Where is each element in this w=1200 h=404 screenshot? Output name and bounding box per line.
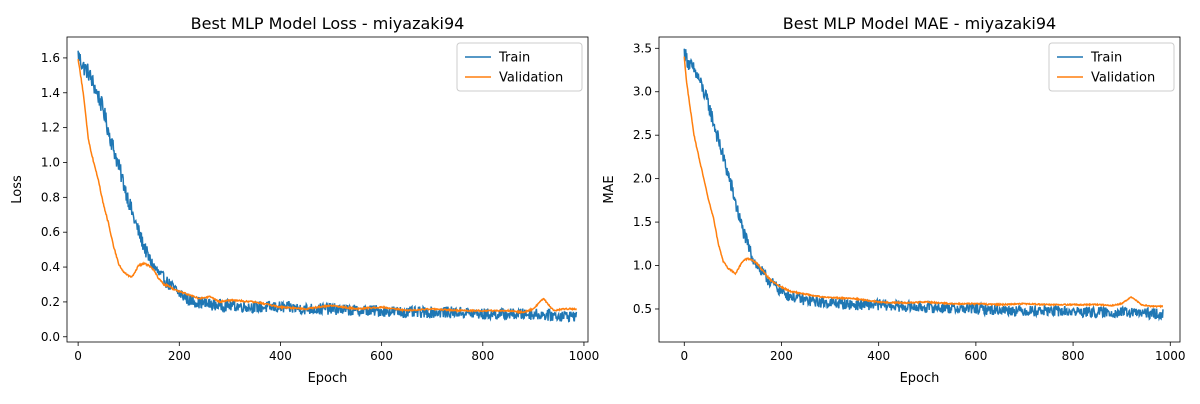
legend-label: Validation (499, 71, 563, 86)
x-tick-label: 600 (370, 349, 393, 363)
x-tick-label: 800 (471, 349, 494, 363)
legend-label: Train (498, 51, 530, 66)
legend: Train Validation (456, 42, 583, 92)
x-tick-label: 600 (964, 349, 987, 363)
y-tick-label: 0.4 (41, 260, 60, 274)
x-tick-label: 0 (74, 349, 82, 363)
plot-frame (66, 36, 589, 343)
x-axis-label: Epoch (900, 371, 940, 386)
x-tick-label: 200 (770, 349, 793, 363)
y-tick-label: 3.5 (633, 41, 652, 55)
x-axis-label: Epoch (308, 371, 348, 386)
y-tick-label: 0.2 (41, 295, 60, 309)
legend: Train Validation (1048, 42, 1175, 92)
loss-chart-panel: Best MLP Model Loss - miyazaki94 0 200 400 6… (10, 14, 599, 386)
y-tick-label: 0.5 (633, 302, 652, 316)
y-tick-label: 0.8 (41, 190, 60, 204)
legend-box (456, 42, 583, 92)
x-tick-label: 400 (867, 349, 890, 363)
chart-title: Best MLP Model Loss - miyazaki94 (191, 14, 465, 33)
legend-label: Validation (1091, 71, 1155, 86)
x-tick-label: 1000 (1155, 349, 1186, 363)
y-tick-label: 1.2 (41, 121, 60, 135)
chart-title: Best MLP Model MAE - miyazaki94 (783, 14, 1056, 33)
y-axis-label: Loss (10, 175, 25, 204)
y-tick-label: 2.0 (633, 172, 652, 186)
train-series-line (683, 48, 1164, 322)
y-tick-label: 1.5 (633, 215, 652, 229)
validation-series-line (683, 56, 1164, 309)
mae-chart-panel: Best MLP Model MAE - miyazaki94 0 200 400 60… (602, 14, 1186, 386)
y-axis-label: MAE (602, 175, 617, 203)
x-tick-label: 200 (168, 349, 191, 363)
y-tick-label: 3.0 (633, 85, 652, 99)
y-tick-label: 0.0 (41, 330, 60, 344)
y-tick-label: 1.0 (41, 155, 60, 169)
y-tick-label: 1.4 (41, 86, 60, 100)
x-tick-label: 0 (680, 349, 688, 363)
y-tick-label: 2.5 (633, 128, 652, 142)
y-tick-label: 0.6 (41, 225, 60, 239)
plot-frame (658, 36, 1181, 343)
y-tick-label: 1.0 (633, 259, 652, 273)
y-tick-label: 1.6 (41, 51, 60, 65)
x-tick-label: 800 (1062, 349, 1085, 363)
legend-label: Train (1090, 51, 1122, 66)
legend-box (1048, 42, 1175, 92)
validation-series-line (77, 59, 578, 315)
x-tick-label: 1000 (569, 349, 600, 363)
x-tick-label: 400 (269, 349, 292, 363)
